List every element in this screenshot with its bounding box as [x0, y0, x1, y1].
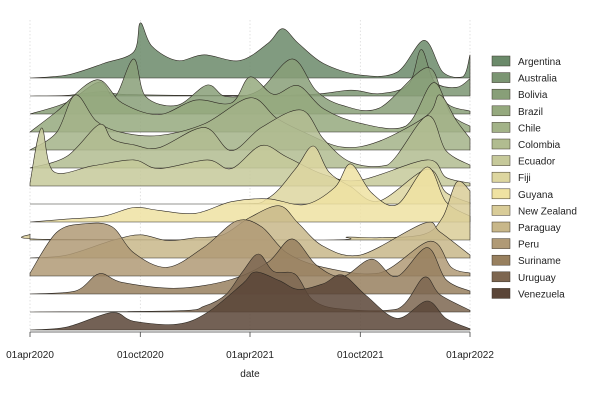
legend-swatch	[491, 271, 511, 283]
ridge-suriname	[29, 238, 471, 295]
legend-swatch	[491, 171, 511, 183]
legend-label: New Zealand	[518, 206, 577, 217]
legend-swatch	[491, 155, 511, 166]
legend-swatch	[491, 188, 511, 200]
x-tick-label: 01oct2020	[117, 350, 164, 361]
legend-label: Colombia	[518, 140, 561, 151]
ridge-venezuela	[29, 271, 471, 331]
ridge-ecuador	[29, 127, 471, 187]
legend-label: Fiji	[518, 173, 531, 184]
legend-swatch	[491, 254, 511, 266]
x-tick-label: 01apr2022	[446, 350, 494, 361]
legend-swatch	[491, 288, 511, 299]
ridge-guyana	[29, 163, 471, 223]
ridges	[21, 22, 471, 331]
legend-label: Peru	[518, 240, 539, 251]
x-axis: 01apr2020 01oct2020 01apr2021 01oct2021 01ap…	[6, 331, 494, 361]
legend-swatch	[491, 55, 511, 67]
legend-label: Chile	[518, 123, 541, 134]
legend-label: Australia	[518, 74, 557, 85]
legend-label: Brazil	[518, 107, 543, 118]
legend-swatch	[491, 221, 511, 233]
ridge-colombia	[29, 109, 471, 169]
x-tick-label: 01apr2021	[226, 350, 274, 361]
legend-swatch	[491, 122, 511, 133]
x-axis-title: date	[240, 369, 260, 380]
legend-swatch	[491, 88, 511, 100]
legend-swatch	[491, 238, 511, 249]
x-tick-label: 01apr2020	[6, 350, 54, 361]
x-tick-label: 01oct2021	[337, 350, 384, 361]
legend-swatch	[491, 138, 511, 150]
legend-swatch	[491, 72, 511, 83]
legend-label: Ecuador	[518, 157, 556, 168]
legend-label: Bolivia	[518, 90, 548, 101]
legend-label: Uruguay	[518, 273, 556, 284]
legend: Argentina Australia Bolivia Brazil Chile Colo…	[491, 55, 577, 300]
legend-label: Guyana	[518, 190, 553, 201]
legend-label: Venezuela	[518, 289, 565, 300]
legend-swatch	[491, 105, 511, 117]
legend-label: Paraguay	[518, 223, 561, 234]
legend-label: Suriname	[518, 256, 561, 267]
ridge-chile	[28, 94, 471, 151]
ridge-argentina	[29, 22, 471, 79]
legend-label: Argentina	[518, 57, 561, 68]
legend-swatch	[491, 205, 511, 216]
ridge-peru	[29, 219, 471, 277]
